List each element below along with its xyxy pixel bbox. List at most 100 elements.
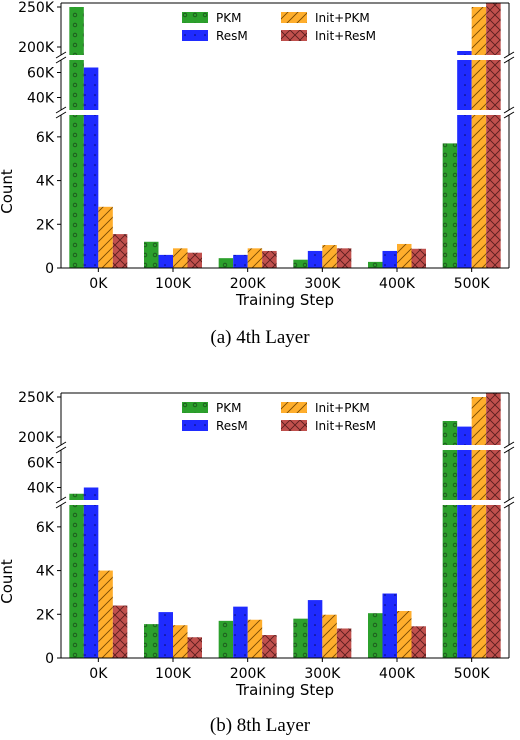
- axis-frame-seg1: [60, 2, 510, 55]
- bar-init-pkm-500k-seg3: [471, 115, 487, 268]
- bar-init-pkm-500k-seg1: [471, 7, 487, 55]
- y-tick-label: 4K: [36, 174, 55, 190]
- bar-pkm-100k-seg3: [144, 624, 159, 658]
- axis-break-mark: [503, 51, 515, 59]
- bar-pkm-0k-seg3: [69, 505, 84, 658]
- y-tick-label: 4K: [36, 564, 55, 580]
- y-tick-label: 2K: [36, 607, 55, 623]
- y-tick-label: 40K: [27, 481, 55, 497]
- x-tick-label: 400K: [379, 276, 416, 292]
- y-tick-label: 40K: [27, 91, 55, 107]
- x-tick-label: 400K: [379, 666, 416, 682]
- bar-init-resm-0k-seg3: [112, 234, 128, 268]
- bar-init-pkm-200k-seg3: [247, 619, 263, 658]
- x-axis-label: Training Step: [235, 291, 334, 309]
- legend-label-init-resm: Init+ResM: [315, 419, 376, 433]
- bar-resm-400k-seg3: [382, 593, 397, 658]
- axis-break-mark: [55, 496, 67, 504]
- legend-label-pkm: PKM: [216, 401, 241, 415]
- bar-init-pkm-0k-seg3: [98, 570, 113, 658]
- axis-break-mark: [503, 56, 515, 64]
- bar-init-resm-400k-seg3: [411, 248, 426, 268]
- y-tick-label: 200K: [18, 430, 55, 446]
- bar-init-resm-100k-seg3: [187, 637, 202, 658]
- bar-init-resm-300k-seg3: [336, 248, 352, 268]
- y-tick-label: 250K: [18, 390, 55, 406]
- bar-pkm-500k-seg1: [442, 421, 458, 445]
- legend-swatch-pkm: [182, 402, 208, 413]
- legend-swatch-resm: [182, 420, 208, 431]
- bar-init-pkm-500k-seg2: [471, 450, 487, 500]
- legend-label-pkm: PKM: [216, 11, 241, 25]
- bar-pkm-400k-seg3: [368, 613, 383, 658]
- bar-pkm-0k-seg2: [69, 60, 84, 110]
- legend-swatch-pkm: [182, 12, 208, 23]
- bar-init-pkm-500k-seg1: [471, 397, 487, 445]
- axis-break-mark: [55, 446, 67, 454]
- bar-resm-500k-seg2: [457, 450, 472, 500]
- axis-break-mark: [503, 106, 515, 114]
- axis-frame-seg1: [60, 392, 510, 445]
- bar-init-pkm-100k-seg3: [173, 248, 188, 268]
- y-tick-label: 60K: [27, 456, 55, 472]
- bar-resm-0k-seg2: [83, 487, 99, 500]
- bar-resm-500k-seg3: [457, 115, 472, 268]
- x-tick-label: 200K: [230, 666, 267, 682]
- x-tick-label: 0K: [89, 276, 108, 292]
- bar-resm-400k-seg3: [382, 250, 397, 268]
- bar-pkm-200k-seg3: [218, 620, 234, 658]
- y-tick-label: 6K: [36, 520, 55, 536]
- x-tick-label: 100K: [155, 276, 192, 292]
- bar-init-resm-500k-seg1: [486, 3, 501, 55]
- bar-init-resm-400k-seg3: [411, 626, 426, 658]
- bar-resm-300k-seg3: [307, 600, 323, 658]
- bar-resm-500k-seg2: [457, 60, 472, 110]
- x-axis-label: Training Step: [235, 681, 334, 699]
- bar-init-pkm-100k-seg3: [173, 625, 188, 658]
- bar-resm-200k-seg3: [233, 254, 248, 268]
- legend-label-init-pkm: Init+PKM: [315, 11, 370, 25]
- y-tick-label: 200K: [18, 40, 55, 56]
- axis-break-mark: [503, 496, 515, 504]
- bar-init-resm-500k-seg1: [486, 393, 501, 445]
- bar-init-resm-300k-seg3: [336, 628, 352, 658]
- axis-break-mark: [55, 501, 67, 509]
- bar-resm-500k-seg1: [457, 426, 472, 445]
- x-tick-label: 100K: [155, 666, 192, 682]
- bar-pkm-200k-seg3: [218, 258, 234, 268]
- axis-break-mark: [503, 111, 515, 119]
- x-tick-label: 200K: [230, 276, 267, 292]
- bar-pkm-100k-seg3: [144, 241, 159, 268]
- bar-pkm-0k-seg1: [69, 7, 84, 55]
- bar-resm-0k-seg3: [83, 505, 99, 658]
- y-tick-label: 250K: [18, 0, 55, 16]
- y-tick-label: 60K: [27, 66, 55, 82]
- legend-label-resm: ResM: [216, 419, 248, 433]
- legend-label-init-pkm: Init+PKM: [315, 401, 370, 415]
- y-tick-label: 0: [45, 261, 54, 277]
- legend-label-resm: ResM: [216, 29, 248, 43]
- figure-caption: (a) 4th Layer: [210, 327, 310, 348]
- bar-resm-200k-seg3: [233, 606, 248, 658]
- bar-init-pkm-400k-seg3: [397, 611, 412, 658]
- bar-init-resm-0k-seg3: [112, 605, 128, 658]
- bar-init-pkm-400k-seg3: [397, 243, 412, 268]
- bar-resm-0k-seg2: [83, 67, 99, 110]
- bar-pkm-300k-seg3: [293, 259, 308, 268]
- axis-break-mark: [55, 51, 67, 59]
- bar-resm-500k-seg3: [457, 505, 472, 658]
- bar-pkm-0k-seg3: [69, 115, 84, 268]
- x-tick-label: 500K: [454, 666, 491, 682]
- x-tick-label: 300K: [304, 666, 341, 682]
- axis-break-mark: [55, 111, 67, 119]
- x-tick-label: 300K: [304, 276, 341, 292]
- bar-resm-300k-seg3: [307, 250, 323, 268]
- y-tick-label: 2K: [36, 217, 55, 233]
- axis-frame-seg2: [60, 450, 510, 500]
- legend-swatch-init-pkm: [281, 402, 307, 413]
- bar-init-pkm-500k-seg3: [471, 505, 487, 658]
- bar-init-resm-200k-seg3: [262, 635, 277, 658]
- figure-caption: (b) 8th Layer: [210, 715, 311, 736]
- axis-frame-seg2: [60, 60, 510, 110]
